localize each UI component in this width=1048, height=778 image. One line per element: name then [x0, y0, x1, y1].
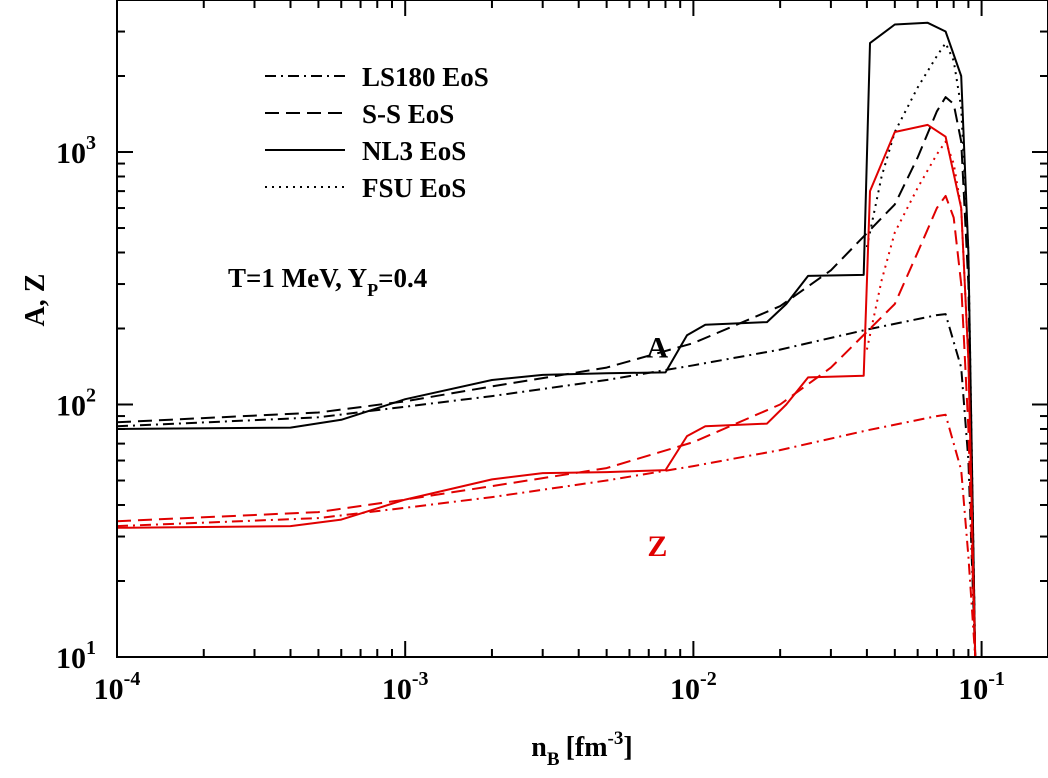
legend-label: LS180 EoS	[362, 62, 489, 92]
y-tick-label: 101	[56, 637, 96, 675]
series-line-A-solid	[116, 21, 977, 658]
series-line-Z-dashdot	[116, 413, 977, 658]
y-axis-label: A, Z	[20, 274, 51, 327]
y-tick-labels: 101 102 103	[56, 132, 96, 675]
legend-label: NL3 EoS	[362, 136, 466, 166]
series-line-A-dashdot	[116, 313, 977, 658]
y-tick-label: 103	[56, 132, 96, 170]
series-line-Z-dashed	[116, 194, 977, 658]
series-line-Z-solid	[116, 123, 977, 658]
y-tick-label: 102	[56, 385, 96, 423]
x-tick-label: 10-1	[958, 668, 1005, 706]
curve-label: A	[647, 332, 669, 365]
curve-label: Z	[647, 530, 667, 563]
x-tick-labels: 10-4 10-3 10-2 10-1	[94, 668, 1005, 706]
series-line-Z-dotted	[865, 140, 977, 658]
legend-label: FSU EoS	[362, 173, 466, 203]
annotation-text: T=1 MeV, YP=0.4	[228, 263, 427, 300]
legend-label: S-S EoS	[362, 99, 454, 129]
x-tick-label: 10-3	[382, 668, 429, 706]
x-axis-label: nB [fm-3]	[531, 728, 632, 770]
x-tick-label: 10-2	[670, 668, 717, 706]
axis-ticks	[116, 0, 1048, 658]
series-line-A-dashed	[116, 96, 977, 658]
plot-frame	[116, 0, 1048, 658]
curve-labels: AZ	[647, 332, 669, 563]
x-tick-label: 10-4	[94, 668, 141, 706]
legend: LS180 EoS S-S EoS NL3 EoS FSU EoS	[265, 62, 489, 203]
series-layer	[116, 21, 977, 658]
